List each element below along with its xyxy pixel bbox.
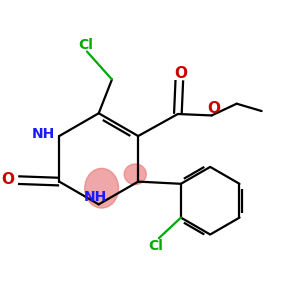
Text: O: O bbox=[208, 101, 220, 116]
Text: NH: NH bbox=[84, 190, 107, 204]
Text: Cl: Cl bbox=[148, 239, 164, 254]
Text: O: O bbox=[1, 172, 14, 187]
Ellipse shape bbox=[124, 164, 146, 184]
Text: O: O bbox=[174, 66, 187, 81]
Text: NH: NH bbox=[32, 127, 55, 141]
Text: Cl: Cl bbox=[78, 38, 93, 52]
Ellipse shape bbox=[85, 168, 118, 208]
